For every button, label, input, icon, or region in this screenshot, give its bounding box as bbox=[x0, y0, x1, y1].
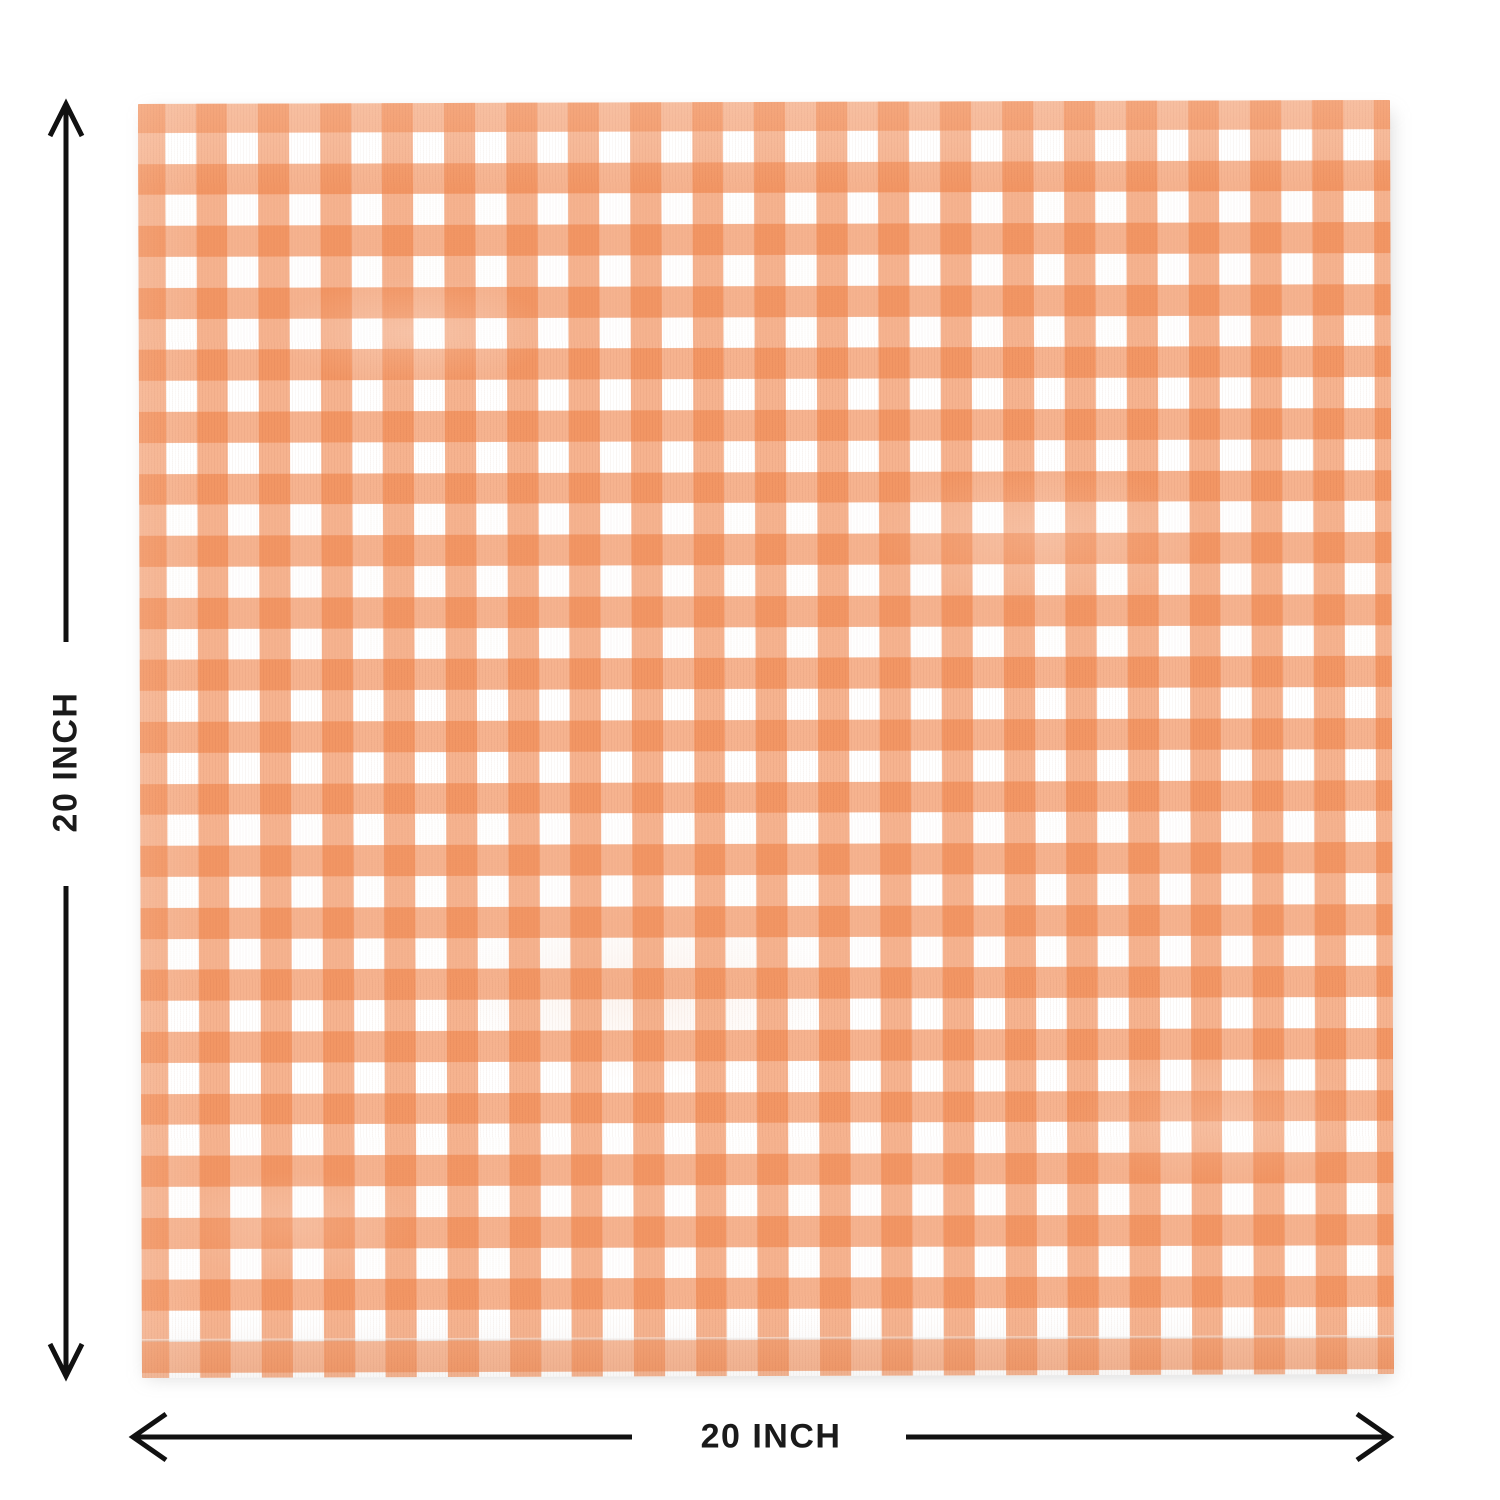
width-dimension-label: 20 INCH bbox=[700, 1417, 842, 1456]
width-arrowhead-right bbox=[1355, 1411, 1395, 1463]
fabric-swatch bbox=[138, 100, 1394, 1378]
height-dimension-label: 20 INCH bbox=[46, 691, 85, 833]
product-image-gingham-napkin bbox=[138, 100, 1394, 1378]
width-arrowhead-left bbox=[128, 1411, 168, 1463]
height-arrowhead-top bbox=[47, 98, 85, 138]
height-arrowhead-bottom bbox=[47, 1342, 85, 1382]
woven-thread-texture bbox=[138, 100, 1394, 1378]
